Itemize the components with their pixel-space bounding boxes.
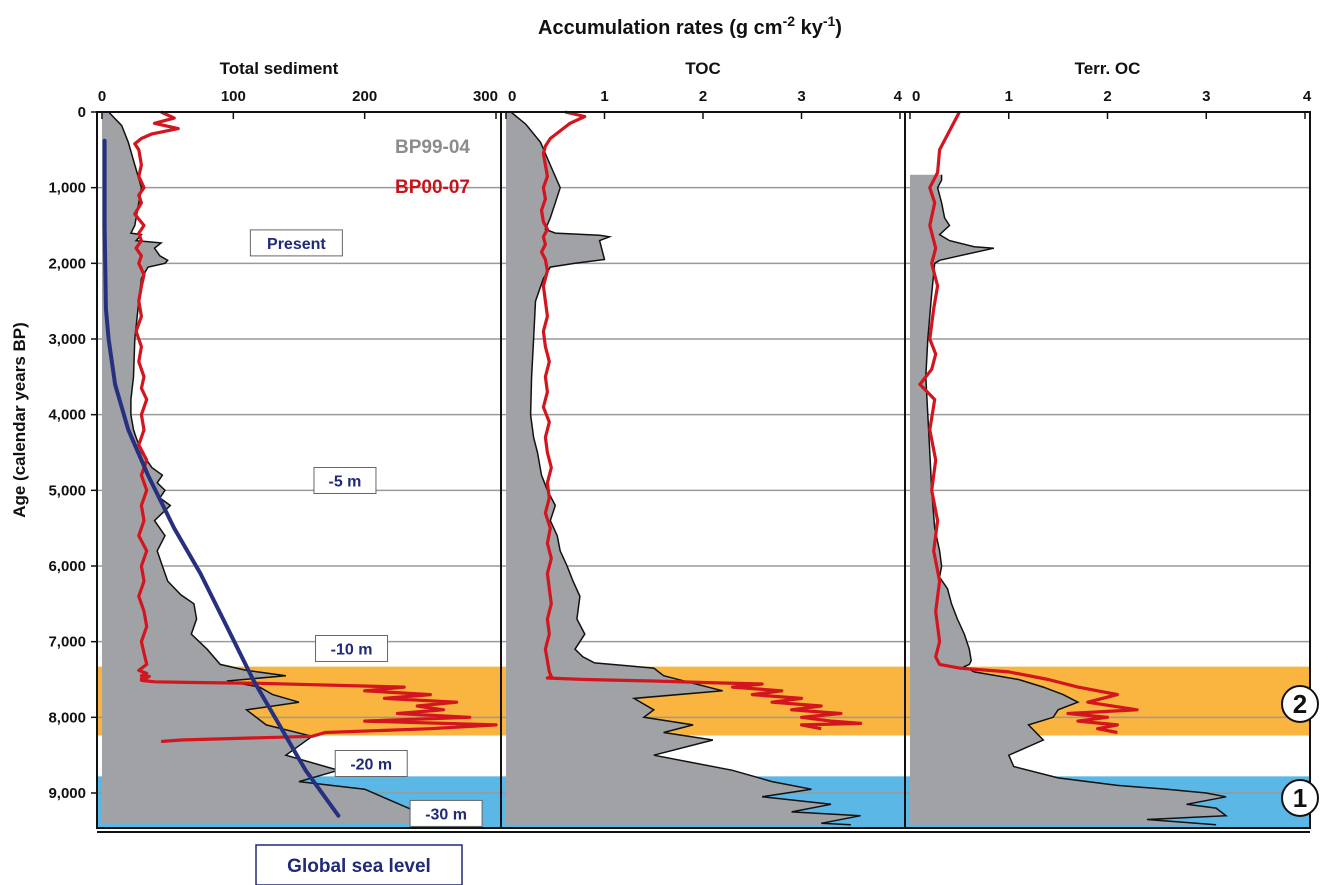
band-marker-1-label: 1 [1293, 783, 1307, 813]
x-tick-label-1-panel-1: 1 [600, 88, 608, 105]
figure-title: Accumulation rates (g cm-2 ky-1) [538, 13, 842, 39]
y-tick-label-1000: 1,000 [48, 180, 86, 197]
series-bp99-04-outline-panel-1 [510, 111, 861, 826]
series-bp00-07-line-panel-0 [133, 110, 498, 744]
x-tick-label-0-panel-1: 0 [508, 88, 516, 105]
series-bp00-07-line-panel-1 [539, 110, 863, 731]
panel-title-terr-oc: Terr. OC [1075, 59, 1141, 78]
gridlines [97, 186, 1310, 794]
sea-level-annotations: Present -5 m -10 m -20 m -30 m [249, 229, 483, 827]
sea-level-label-0: Present [267, 236, 326, 253]
panel-title-toc: TOC [685, 59, 721, 78]
sea-level-label-1: -5 m [329, 473, 362, 490]
sea-level-label-box-4 [409, 799, 483, 827]
x-tick-label-1-panel-2: 1 [1005, 88, 1013, 105]
sea-level-label-2: -10 m [331, 641, 373, 658]
y-tick-label-5000: 5,000 [48, 482, 86, 499]
x-tick-label-200-panel-0: 200 [352, 88, 377, 105]
band-marker-2-label: 2 [1293, 689, 1307, 719]
y-tick-label-9000: 9,000 [48, 785, 86, 802]
series-bp00-07-line-panel-2 [918, 111, 1139, 735]
y-tick-label-2000: 2,000 [48, 255, 86, 272]
series-bp99-04-outline-panel-2 [925, 174, 1229, 826]
y-tick-label-7000: 7,000 [48, 634, 86, 651]
series-global-sea-level-line [102, 138, 341, 818]
x-tick-label-300-panel-0: 300 [473, 88, 498, 105]
y-tick-label-0: 0 [78, 104, 86, 121]
panel-title-total-sediment: Total sediment [220, 59, 339, 78]
global-sea-level-label: Global sea level [287, 856, 431, 877]
x-tick-label-0-panel-0: 0 [98, 88, 106, 105]
global-sea-level-label-box: Global sea level [255, 844, 463, 885]
sea-level-label-box-2 [315, 634, 389, 662]
x-tick-label-0-panel-2: 0 [912, 88, 920, 105]
data-series [102, 110, 1229, 826]
x-tick-label-100-panel-0: 100 [221, 88, 246, 105]
y-tick-label-8000: 8,000 [48, 709, 86, 726]
sea-level-label-box-0 [249, 229, 343, 257]
y-tick-label-6000: 6,000 [48, 558, 86, 575]
band-marker-2: 2 [1281, 685, 1319, 723]
x-tick-label-3-panel-1: 3 [797, 88, 805, 105]
series-bp99-04-outline-panel-0 [108, 111, 444, 824]
legend-bp00-07: BP00-07 [395, 177, 470, 198]
x-tick-label-2-panel-1: 2 [699, 88, 707, 105]
series-bp99-04-fill-panel-0 [102, 112, 444, 824]
series-bp99-04-fill-panel-2 [910, 174, 1226, 825]
x-tick-label-4-panel-2: 4 [1303, 88, 1312, 105]
sea-level-label-box-3 [334, 749, 408, 777]
legend-bp99-04: BP99-04 [395, 137, 470, 158]
band-marker-1: 1 [1281, 779, 1319, 817]
y-axis-label: Age (calendar years BP) [10, 322, 29, 518]
y-tick-label-4000: 4,000 [48, 407, 86, 424]
sea-level-label-3: -20 m [350, 756, 392, 773]
y-tick-label-3000: 3,000 [48, 331, 86, 348]
tick-labels: 0 100 200 300 0 1 2 3 4 0 1 2 3 401,0002,0003,0004,00… [48, 88, 1311, 802]
x-tick-label-3-panel-2: 3 [1202, 88, 1210, 105]
x-tick-label-2-panel-2: 2 [1103, 88, 1111, 105]
sea-level-label-4: -30 m [425, 806, 467, 823]
x-tick-label-4-panel-1: 4 [894, 88, 903, 105]
sea-level-label-box-1 [313, 466, 377, 494]
